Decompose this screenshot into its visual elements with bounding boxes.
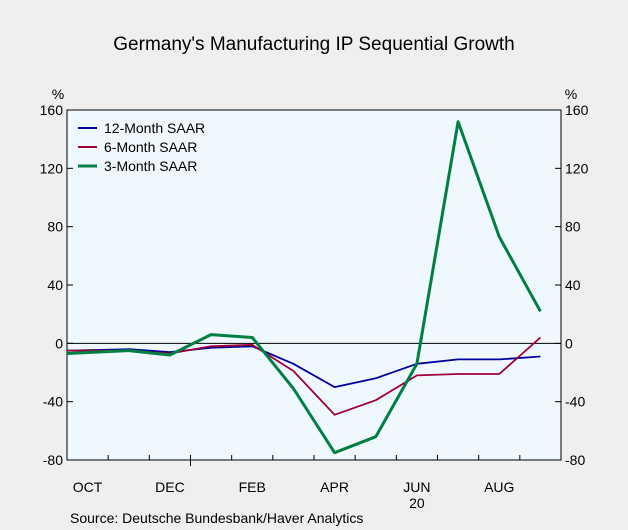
x-tick-label: OCT (73, 479, 103, 495)
y-tick-label-right: 40 (565, 277, 581, 293)
x-tick-label: FEB (239, 479, 266, 495)
x-year-label: 20 (409, 495, 425, 511)
chart-title: Germany's Manufacturing IP Sequential Gr… (113, 34, 514, 55)
legend-label: 6-Month SAAR (104, 139, 197, 155)
y-tick-label-right: 120 (565, 160, 589, 176)
y-tick-label-right: -80 (565, 452, 585, 468)
series-line-3-month-saar (66, 120, 542, 455)
y-unit-right: % (565, 86, 577, 102)
ticks-layer: -80 -80 -40 -40 0 0 40 40 80 80 120 120 160 160 OCT DEC… (40, 102, 589, 511)
legend: 12-Month SAAR 6-Month SAAR 3-Month SAAR (78, 120, 205, 174)
y-tick-label-left: 0 (55, 335, 63, 351)
y-unit-left: % (52, 86, 64, 102)
y-tick-label-left: -40 (43, 394, 63, 410)
x-tick-label: AUG (484, 479, 514, 495)
legend-label: 12-Month SAAR (104, 120, 205, 136)
y-tick-label-left: 80 (47, 219, 63, 235)
y-tick-label-left: 160 (40, 102, 64, 118)
source-note: Source: Deutsche Bundesbank/Haver Analyt… (70, 510, 363, 526)
y-tick-label-right: 80 (565, 219, 581, 235)
y-tick-label-left: 40 (47, 277, 63, 293)
y-tick-label-right: 0 (565, 335, 573, 351)
plot-area (66, 109, 562, 461)
x-tick-label: DEC (155, 479, 185, 495)
x-tick-label: APR (320, 479, 349, 495)
x-tick-label: JUN (403, 479, 430, 495)
series-line-12-month-saar (66, 345, 541, 389)
y-tick-label-left: -80 (43, 452, 63, 468)
y-tick-label-right: -40 (565, 394, 585, 410)
y-tick-label-right: 160 (565, 102, 589, 118)
legend-label: 3-Month SAAR (104, 158, 197, 174)
series-layer (66, 120, 542, 455)
y-tick-label-left: 120 (40, 160, 64, 176)
